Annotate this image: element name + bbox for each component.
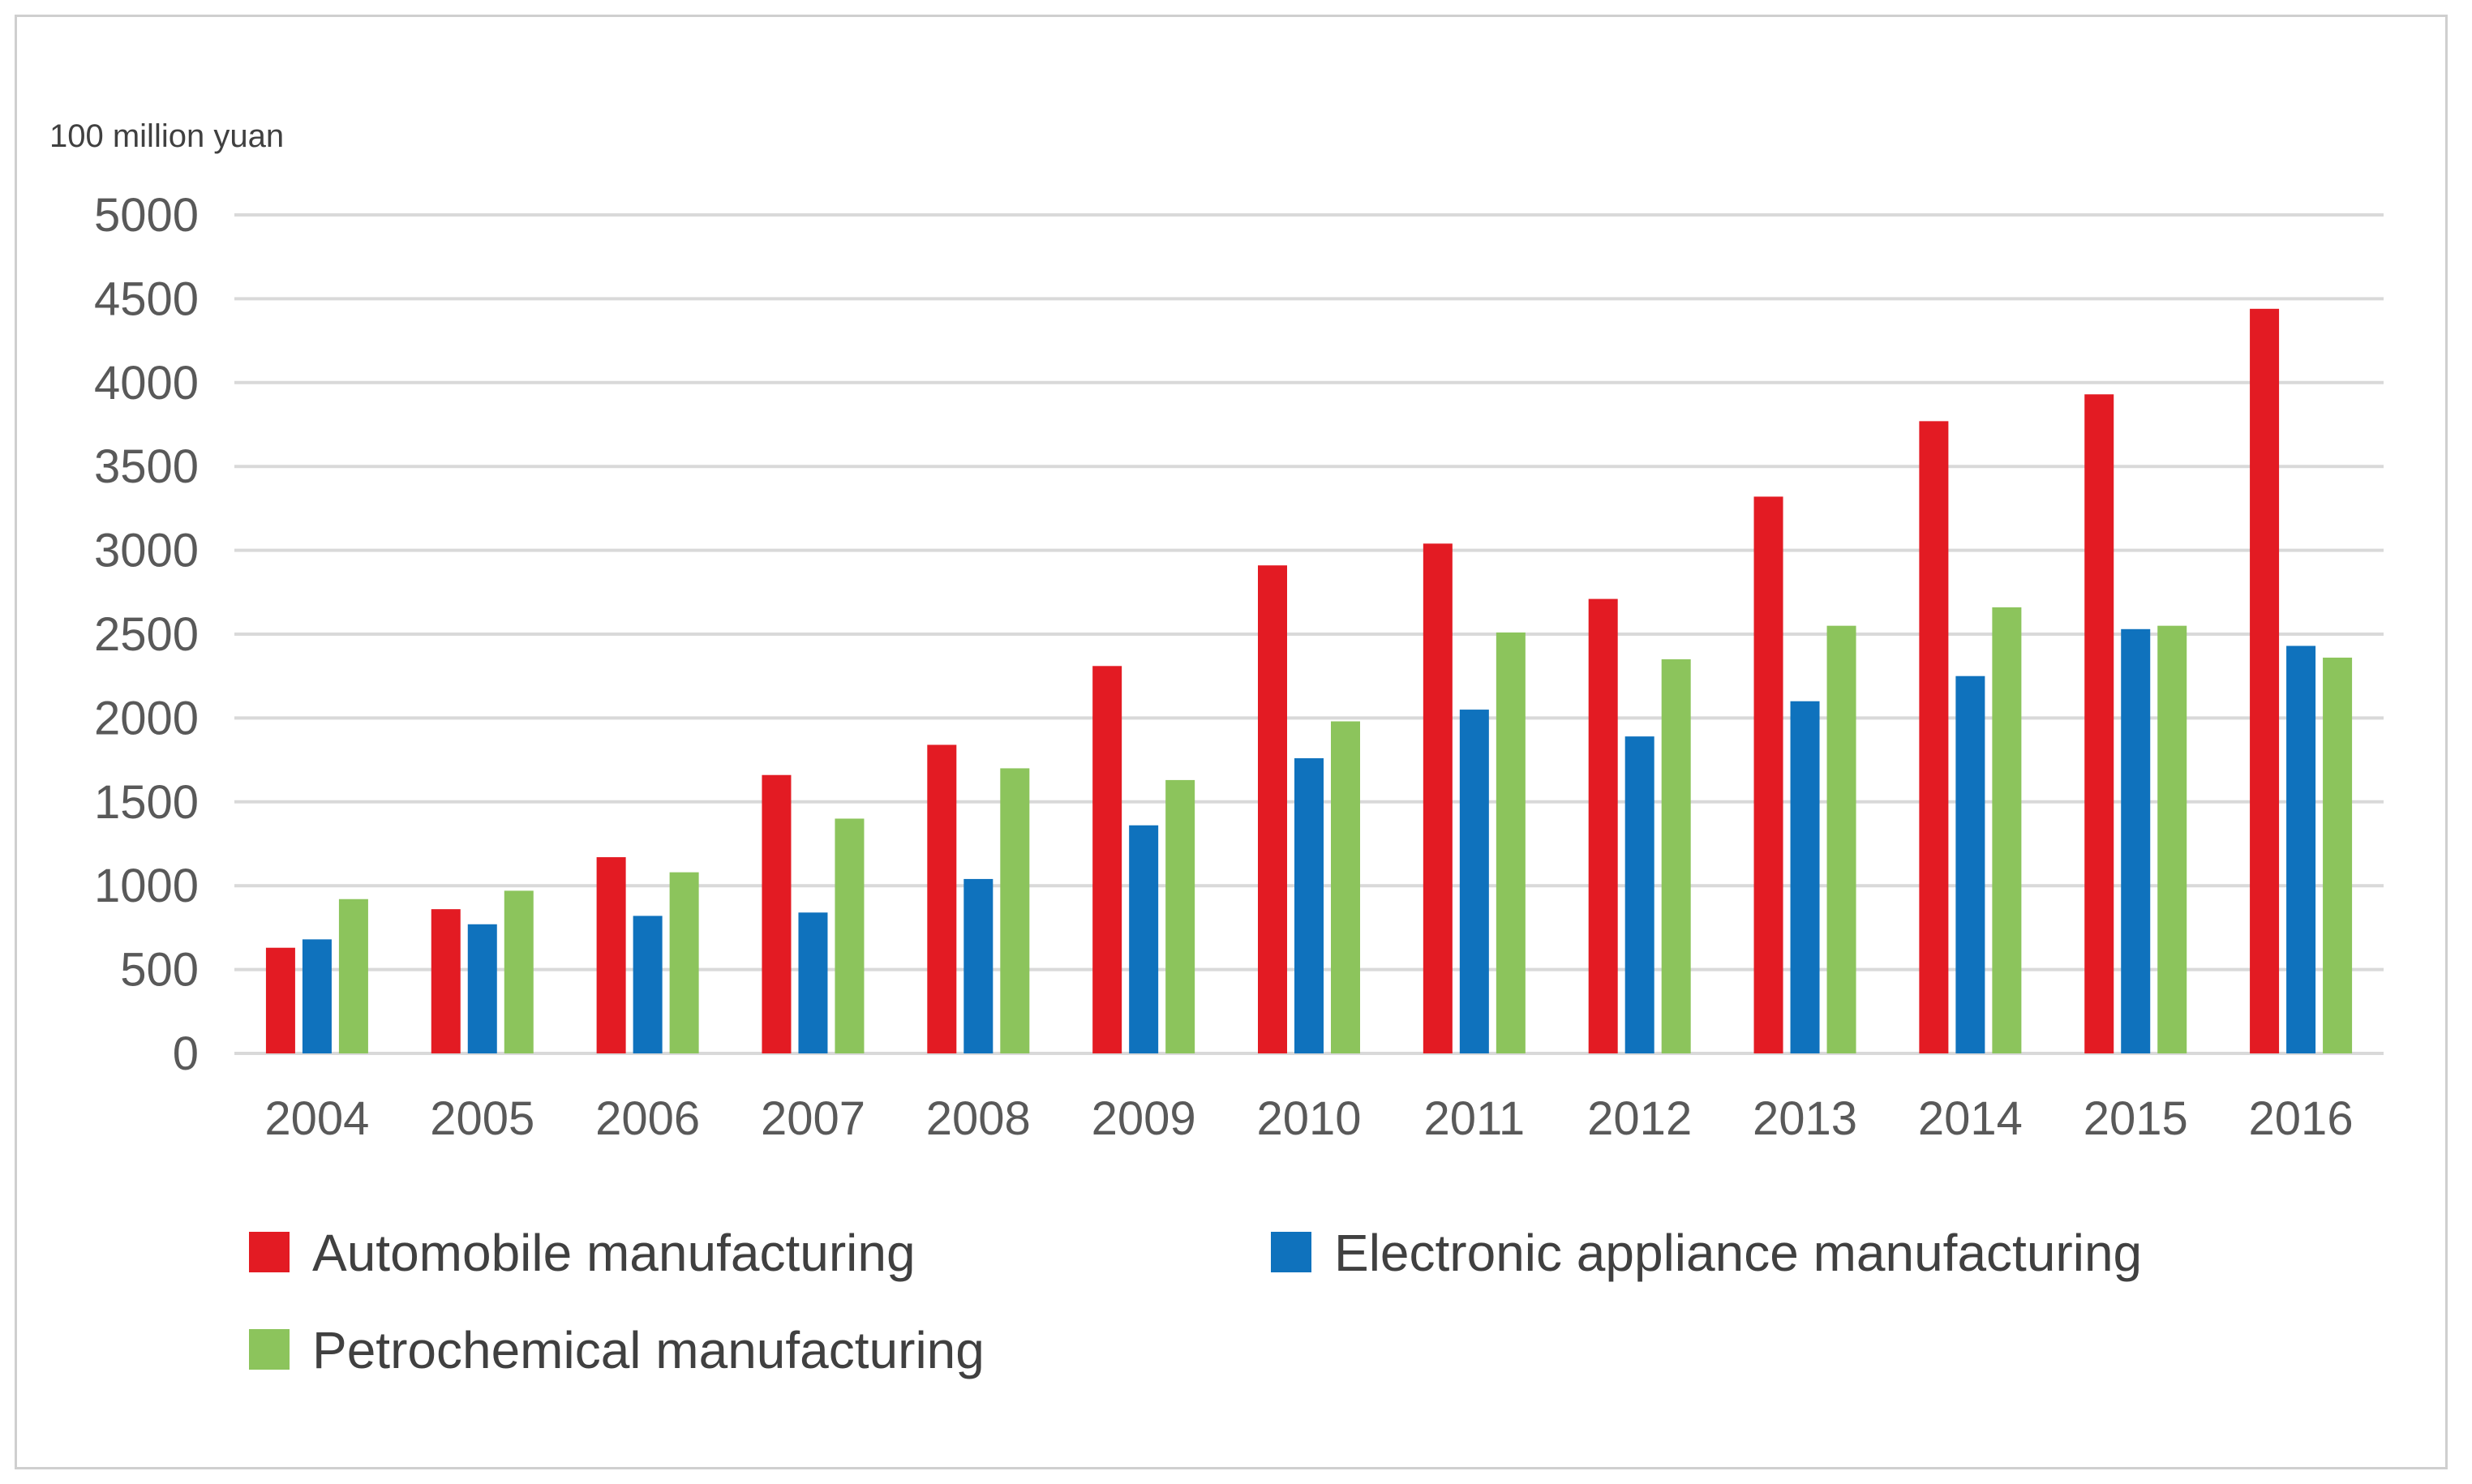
x-tick-label: 2012 — [1587, 1092, 1692, 1145]
bar-petrochemical-manufacturing-2011 — [1496, 632, 1526, 1053]
legend-swatch — [249, 1232, 290, 1272]
bar-chart: 0 500 1000 1500 2000 2500 3000 3500 4000 4500 5000… — [49, 118, 2384, 1379]
bar-automobile-manufacturing-2012 — [1588, 598, 1618, 1053]
x-tick-label: 2015 — [2084, 1092, 2188, 1145]
bar-automobile-manufacturing-2004 — [265, 947, 295, 1053]
bar-automobile-manufacturing-2007 — [762, 774, 792, 1053]
bar-electronic-appliance-manufacturing-2011 — [1459, 710, 1489, 1053]
bar-petrochemical-manufacturing-2009 — [1165, 779, 1195, 1053]
bar-electronic-appliance-manufacturing-2006 — [633, 916, 663, 1053]
x-tick-label: 2013 — [1753, 1092, 1857, 1145]
bar-petrochemical-manufacturing-2012 — [1661, 659, 1691, 1053]
y-tick-label: 2000 — [94, 692, 199, 744]
bar-electronic-appliance-manufacturing-2016 — [2286, 645, 2316, 1053]
legend-label: Electronic appliance manufacturing — [1334, 1224, 2142, 1282]
y-tick-label: 3000 — [94, 525, 199, 577]
x-axis-ticks: 2004 2005 2006 2007 2008 2009 2010 2011 2012 2013… — [264, 1092, 2353, 1145]
unit-label: 100 million yuan — [49, 118, 284, 154]
bars — [265, 308, 2353, 1054]
bar-automobile-manufacturing-2010 — [1258, 565, 1287, 1053]
bar-petrochemical-manufacturing-2004 — [338, 899, 368, 1053]
bar-petrochemical-manufacturing-2008 — [1000, 768, 1030, 1053]
y-tick-label: 3500 — [94, 440, 199, 493]
bar-electronic-appliance-manufacturing-2012 — [1624, 736, 1654, 1053]
bar-automobile-manufacturing-2006 — [596, 857, 626, 1053]
bar-petrochemical-manufacturing-2014 — [1992, 607, 2022, 1053]
x-tick-label: 2014 — [1918, 1092, 2023, 1145]
y-tick-label: 500 — [120, 944, 199, 997]
y-tick-label: 1000 — [94, 860, 199, 912]
legend-label: Automobile manufacturing — [312, 1224, 916, 1282]
bar-electronic-appliance-manufacturing-2015 — [2121, 628, 2151, 1053]
bar-petrochemical-manufacturing-2016 — [2323, 657, 2353, 1053]
y-tick-label: 4000 — [94, 357, 199, 410]
bar-electronic-appliance-manufacturing-2007 — [798, 912, 828, 1053]
bar-electronic-appliance-manufacturing-2009 — [1129, 825, 1159, 1053]
x-tick-label: 2016 — [2249, 1092, 2354, 1145]
bar-automobile-manufacturing-2008 — [927, 744, 957, 1053]
bar-petrochemical-manufacturing-2005 — [504, 890, 534, 1053]
bar-automobile-manufacturing-2005 — [431, 909, 461, 1053]
bar-petrochemical-manufacturing-2010 — [1331, 721, 1360, 1053]
bar-petrochemical-manufacturing-2013 — [1826, 625, 1856, 1053]
y-tick-label: 4500 — [94, 272, 199, 325]
y-tick-label: 0 — [173, 1027, 199, 1080]
bar-petrochemical-manufacturing-2006 — [669, 872, 699, 1053]
x-tick-label: 2006 — [595, 1092, 700, 1145]
bar-electronic-appliance-manufacturing-2004 — [302, 939, 332, 1053]
legend: Automobile manufacturing Electronic appli… — [249, 1224, 2142, 1379]
legend-swatch — [1271, 1232, 1311, 1272]
y-tick-label: 5000 — [94, 189, 199, 242]
x-tick-label: 2005 — [430, 1092, 534, 1145]
x-tick-label: 2011 — [1423, 1092, 1525, 1145]
y-tick-label: 1500 — [94, 776, 199, 829]
legend-label: Petrochemical manufacturing — [312, 1321, 985, 1379]
chart-frame: 0 500 1000 1500 2000 2500 3000 3500 4000 4500 5000… — [15, 15, 2448, 1469]
bar-petrochemical-manufacturing-2007 — [835, 818, 865, 1053]
x-tick-label: 2004 — [264, 1092, 369, 1145]
x-tick-label: 2009 — [1092, 1092, 1196, 1145]
x-tick-label: 2008 — [926, 1092, 1031, 1145]
bar-petrochemical-manufacturing-2015 — [2157, 625, 2187, 1053]
bar-electronic-appliance-manufacturing-2005 — [467, 924, 497, 1053]
bar-automobile-manufacturing-2015 — [2084, 394, 2114, 1053]
legend-swatch — [249, 1329, 290, 1370]
bar-electronic-appliance-manufacturing-2014 — [1955, 676, 1985, 1053]
bar-automobile-manufacturing-2011 — [1423, 543, 1453, 1053]
bar-electronic-appliance-manufacturing-2013 — [1790, 701, 1820, 1053]
bar-automobile-manufacturing-2013 — [1753, 496, 1783, 1053]
bar-electronic-appliance-manufacturing-2010 — [1294, 758, 1324, 1053]
y-axis-ticks: 0 500 1000 1500 2000 2500 3000 3500 4000 4500 5000 — [94, 189, 199, 1080]
x-tick-label: 2010 — [1256, 1092, 1361, 1145]
bar-electronic-appliance-manufacturing-2008 — [963, 878, 994, 1053]
gridlines — [234, 213, 2384, 1055]
y-tick-label: 2500 — [94, 608, 199, 661]
bar-automobile-manufacturing-2009 — [1092, 666, 1122, 1053]
x-tick-label: 2007 — [761, 1092, 865, 1145]
bar-automobile-manufacturing-2014 — [1919, 421, 1949, 1053]
bar-automobile-manufacturing-2016 — [2250, 308, 2280, 1054]
